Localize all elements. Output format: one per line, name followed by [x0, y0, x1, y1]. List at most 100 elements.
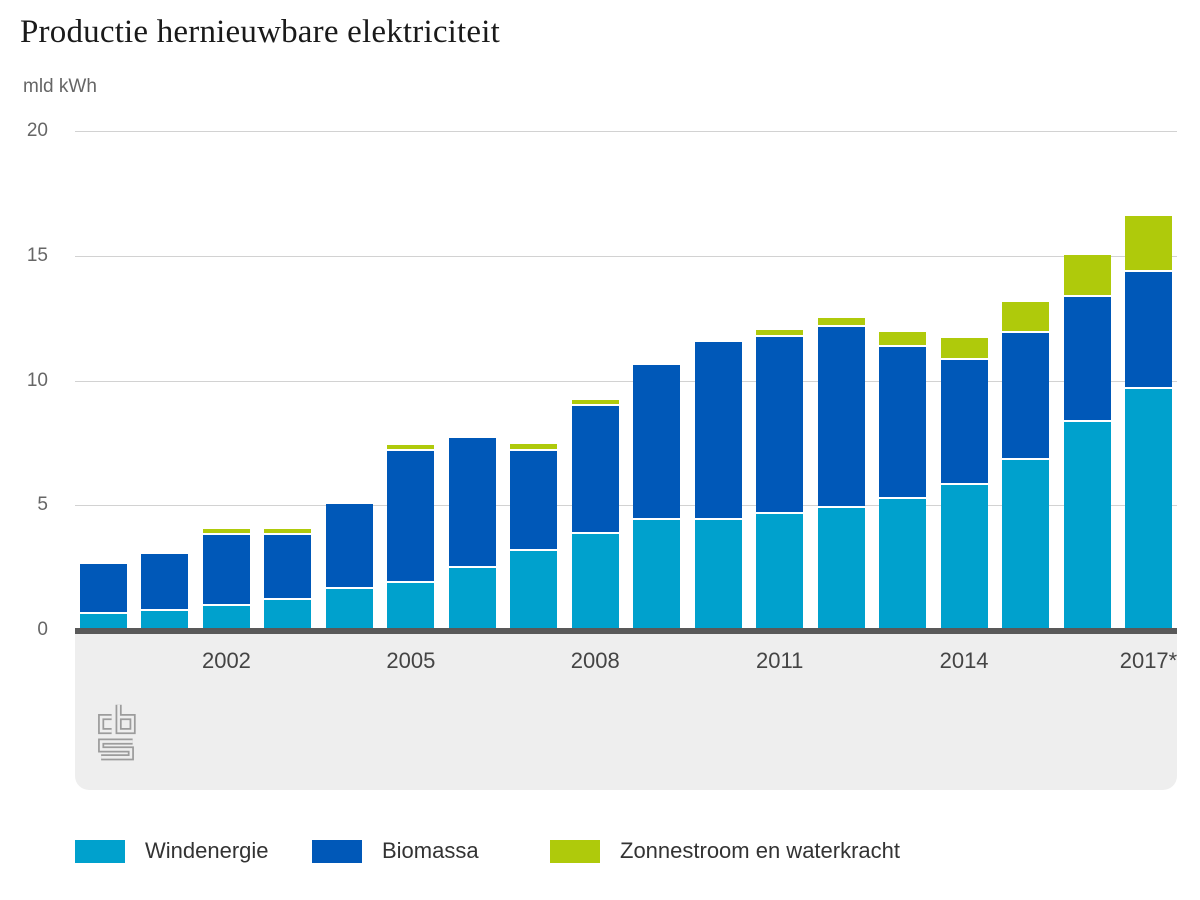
- x-axis-slot: 2017*: [1120, 648, 1178, 674]
- bar-2005[interactable]: [387, 445, 435, 630]
- bar-segment-biomassa: [1124, 272, 1172, 387]
- bar-segment-biomassa: [633, 365, 681, 518]
- x-axis-slot: [879, 648, 926, 674]
- bar-2003[interactable]: [264, 529, 312, 630]
- bar-segment-biomassa: [264, 535, 312, 598]
- footer-band: 2002 2005 2008 2011 2014 2017*: [75, 634, 1177, 790]
- chart-title: Productie hernieuwbare elektriciteit: [20, 14, 500, 50]
- bar-segment-windenergie: [264, 600, 312, 630]
- bar-segment-biomassa: [387, 451, 435, 581]
- bar-segment-windenergie: [448, 568, 496, 630]
- bar-2008[interactable]: [571, 400, 619, 630]
- x-axis-slot: [1064, 648, 1111, 674]
- x-axis-slot: 2014: [940, 648, 989, 674]
- x-axis-slot: [818, 648, 865, 674]
- x-axis-slot: 2008: [570, 648, 620, 674]
- segment-separator: [817, 506, 865, 508]
- bar-2013[interactable]: [879, 332, 927, 630]
- bar-2011[interactable]: [756, 330, 804, 630]
- bar-segment-biomassa: [756, 337, 804, 512]
- legend: Windenergie Biomassa Zonnestroom en wate…: [0, 838, 1200, 866]
- bar-2006[interactable]: [448, 438, 496, 630]
- bar-segment-biomassa: [571, 406, 619, 532]
- x-axis-slot: [1002, 648, 1049, 674]
- segment-separator: [756, 335, 804, 337]
- bar-segment-biomassa: [448, 438, 496, 566]
- bar-2000[interactable]: [80, 564, 127, 630]
- x-axis-slot: [141, 648, 188, 674]
- legend-item-zonnestroom-waterkracht[interactable]: Zonnestroom en waterkracht: [550, 838, 900, 864]
- y-axis: 0 5 10 15 20: [0, 120, 48, 640]
- gridline: [75, 505, 1177, 507]
- x-axis-slot: [633, 648, 680, 674]
- bar-segment-zonnestroom-en-waterkracht: [202, 529, 250, 533]
- bar-segment-windenergie: [325, 589, 373, 630]
- bar-2015[interactable]: [1002, 302, 1050, 630]
- segment-separator: [387, 581, 435, 583]
- segment-separator: [387, 449, 435, 451]
- bar-2002[interactable]: [202, 529, 250, 630]
- x-axis-slot: 2011: [756, 648, 803, 674]
- x-axis-slot: [326, 648, 373, 674]
- segment-separator: [1124, 270, 1172, 272]
- bar-segment-zonnestroom-en-waterkracht: [510, 444, 558, 449]
- bar-2001[interactable]: [141, 554, 189, 630]
- bar-segment-zonnestroom-en-waterkracht: [940, 338, 988, 358]
- bar-segment-biomassa: [940, 360, 988, 483]
- bar-segment-biomassa: [325, 504, 373, 587]
- bar-segment-zonnestroom-en-waterkracht: [264, 529, 312, 533]
- legend-item-biomassa[interactable]: Biomassa: [312, 838, 479, 864]
- segment-separator: [633, 518, 681, 520]
- bar-segment-windenergie: [817, 508, 865, 630]
- x-axis-baseline: [75, 628, 1177, 634]
- gridline: [75, 255, 1177, 257]
- bar-segment-zonnestroom-en-waterkracht: [571, 400, 619, 404]
- segment-separator: [264, 598, 312, 600]
- x-axis-label: 2005: [386, 648, 436, 673]
- bar-2009[interactable]: [633, 365, 681, 630]
- segment-separator: [448, 566, 496, 568]
- x-axis-slot: [695, 648, 742, 674]
- x-axis-slot: [264, 648, 311, 674]
- bar-2016[interactable]: [1063, 255, 1111, 630]
- segment-separator: [202, 604, 250, 606]
- bar-segment-windenergie: [80, 614, 127, 630]
- bar-segment-biomassa: [141, 554, 189, 609]
- segment-separator: [879, 345, 927, 347]
- bar-segment-biomassa: [879, 347, 927, 497]
- y-axis-unit-label: mld kWh: [23, 76, 97, 97]
- y-axis-tick-label: 15: [26, 244, 48, 266]
- bar-2007[interactable]: [510, 444, 558, 630]
- segment-separator: [940, 483, 988, 485]
- segment-separator: [264, 533, 312, 535]
- x-axis-slot: [449, 648, 496, 674]
- x-axis-slot: [510, 648, 557, 674]
- segment-separator: [510, 449, 558, 451]
- bar-segment-windenergie: [1002, 460, 1050, 630]
- x-axis-label: 2008: [570, 648, 620, 673]
- bars-row: [80, 131, 1172, 630]
- segment-separator: [694, 518, 742, 520]
- x-axis-slot: 2002: [202, 648, 251, 674]
- bar-2014[interactable]: [940, 338, 988, 630]
- segment-separator: [80, 612, 127, 614]
- bar-segment-windenergie: [571, 534, 619, 630]
- bar-segment-windenergie: [202, 606, 250, 630]
- bar-2017[interactable]: [1124, 216, 1172, 630]
- legend-item-windenergie[interactable]: Windenergie: [75, 838, 269, 864]
- bar-segment-zonnestroom-en-waterkracht: [817, 318, 865, 325]
- bar-2012[interactable]: [817, 318, 865, 630]
- segment-separator: [571, 532, 619, 534]
- segment-separator: [1002, 458, 1050, 460]
- plot-area: [75, 131, 1177, 630]
- bar-segment-windenergie: [940, 485, 988, 630]
- bar-2010[interactable]: [694, 342, 742, 630]
- bar-segment-zonnestroom-en-waterkracht: [879, 332, 927, 345]
- bar-segment-zonnestroom-en-waterkracht: [756, 330, 804, 335]
- x-axis-slot: 2005: [386, 648, 436, 674]
- bar-2004[interactable]: [325, 504, 373, 630]
- gridline: [75, 380, 1177, 382]
- segment-separator: [325, 587, 373, 589]
- bar-segment-biomassa: [510, 451, 558, 549]
- segment-separator: [756, 512, 804, 514]
